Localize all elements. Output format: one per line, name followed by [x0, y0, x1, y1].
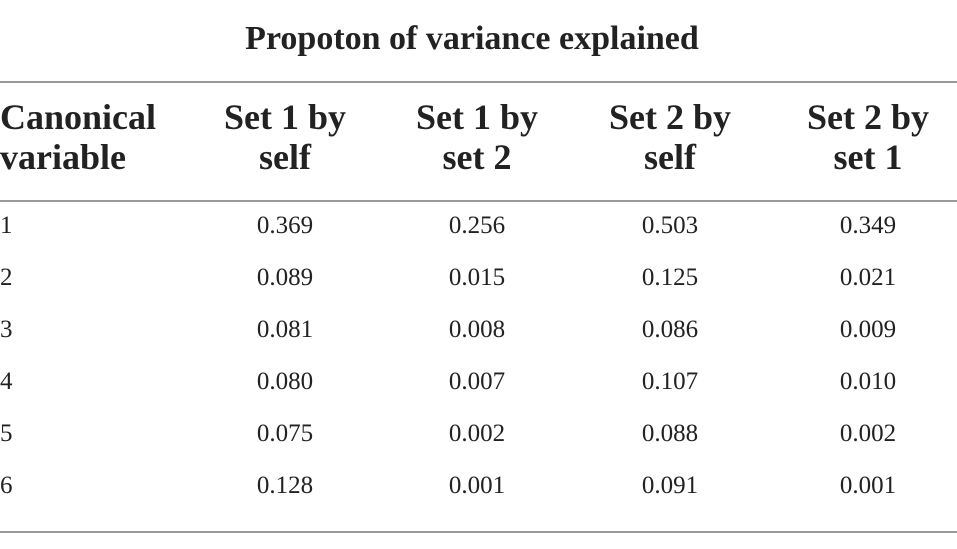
table-cell: 0.002 — [448, 420, 506, 447]
top-rule — [0, 81, 957, 83]
table-cell: 0.021 — [839, 264, 897, 291]
column-header: Set 1 by set 2 — [415, 97, 538, 177]
table-cell: 0.088 — [641, 420, 699, 447]
row-label: 4 — [0, 368, 13, 395]
table-cell: 0.369 — [256, 212, 314, 239]
table-title: Propoton of variance explained — [245, 20, 699, 57]
table-cell: 0.256 — [448, 212, 506, 239]
table-cell: 0.091 — [641, 472, 699, 499]
table-cell: 0.089 — [256, 264, 314, 291]
row-label: 3 — [0, 316, 13, 343]
table-cell: 0.086 — [641, 316, 699, 343]
table-cell: 0.107 — [641, 368, 699, 395]
table-cell: 0.007 — [448, 368, 506, 395]
table-cell: 0.009 — [839, 316, 897, 343]
table-cell: 0.075 — [256, 420, 314, 447]
table-cell: 0.015 — [448, 264, 506, 291]
column-header: Set 2 by self — [608, 97, 731, 177]
row-label: 1 — [0, 212, 13, 239]
column-header: Canonical variable — [0, 97, 157, 177]
column-header: Set 1 by self — [223, 97, 346, 177]
header-rule — [0, 200, 957, 202]
row-label: 2 — [0, 264, 13, 291]
row-label: 5 — [0, 420, 13, 447]
table-cell: 0.125 — [641, 264, 699, 291]
table-cell: 0.128 — [256, 472, 314, 499]
column-header: Set 2 by set 1 — [806, 97, 929, 177]
table-cell: 0.080 — [256, 368, 314, 395]
row-label: 6 — [0, 472, 13, 499]
bottom-rule — [0, 531, 957, 533]
table-cell: 0.001 — [839, 472, 897, 499]
table-cell: 0.349 — [839, 212, 897, 239]
table-cell: 0.001 — [448, 472, 506, 499]
table-cell: 0.081 — [256, 316, 314, 343]
table-cell: 0.002 — [839, 420, 897, 447]
table-cell: 0.008 — [448, 316, 506, 343]
table-cell: 0.010 — [839, 368, 897, 395]
table-cell: 0.503 — [641, 212, 699, 239]
